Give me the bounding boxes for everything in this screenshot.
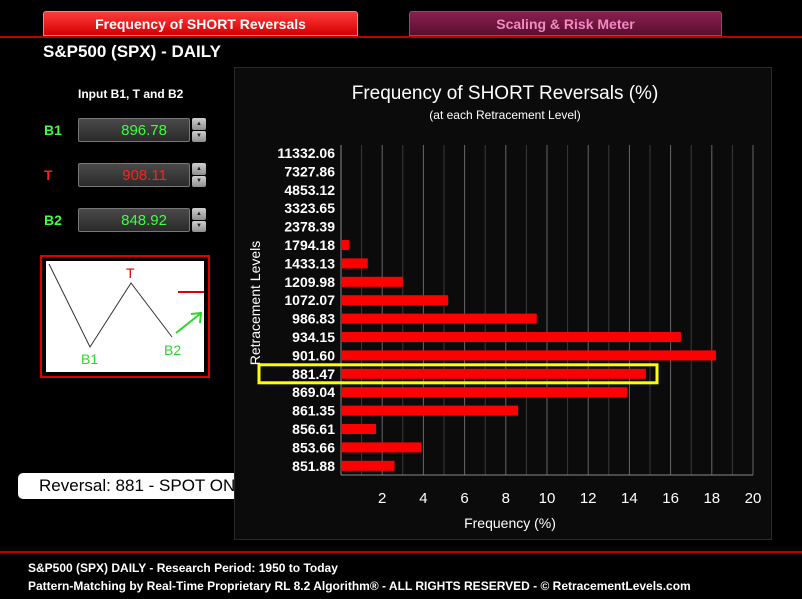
y-tick-label: 861.35 <box>292 403 335 419</box>
chart-grid <box>340 145 754 476</box>
x-tick-label: 2 <box>378 490 386 507</box>
b1-label: B1 <box>44 122 62 138</box>
footer-research-period: S&P500 (SPX) DAILY - Research Period: 19… <box>28 561 338 575</box>
y-tick-label: 11332.06 <box>277 145 335 161</box>
y-tick-label: 986.83 <box>292 311 335 327</box>
bar <box>341 276 403 287</box>
y-tick-label: 2378.39 <box>284 219 335 235</box>
bar <box>341 368 646 379</box>
input-row-t: T 908.11 ▲ ▼ <box>44 163 206 187</box>
y-tick-label: 1794.18 <box>284 237 335 253</box>
y-tick-label: 1072.07 <box>284 292 335 308</box>
y-tick-label: 934.15 <box>292 329 335 345</box>
input-header: Input B1, T and B2 <box>78 87 184 101</box>
y-tick-label: 853.66 <box>292 439 335 455</box>
x-tick-label: 14 <box>621 490 638 507</box>
bar <box>341 332 681 342</box>
bar <box>341 460 395 471</box>
chart-panel: 2 4 6 8 10 12 14 16 18 20 11332.06 7327.86 4853.12 33… <box>234 67 772 540</box>
reversal-badge: Reversal: 881 - SPOT ON! <box>18 473 261 499</box>
y-tick-label: 3323.65 <box>284 200 335 216</box>
y-tick-label: 869.04 <box>292 384 335 400</box>
diagram-t-label: T <box>126 265 135 281</box>
bar <box>341 258 368 269</box>
y-tick-label: 856.61 <box>292 421 335 437</box>
stepper-up-icon[interactable]: ▲ <box>192 163 206 175</box>
bar <box>341 295 449 306</box>
tab-frequency-short-reversals[interactable]: Frequency of SHORT Reversals <box>43 11 358 36</box>
y-tick-label: 881.47 <box>292 366 335 382</box>
chart-title: Frequency of SHORT Reversals (%) <box>352 83 659 104</box>
y-tick-label: 1433.13 <box>284 255 335 271</box>
bar <box>341 442 422 453</box>
x-axis-label: Frequency (%) <box>464 515 556 531</box>
pattern-diagram: T B1 B2 <box>40 255 210 378</box>
input-row-b1: B1 896.78 ▲ ▼ <box>44 118 206 142</box>
up-arrow-icon <box>175 313 201 334</box>
b2-stepper[interactable]: ▲ ▼ <box>192 208 206 232</box>
chart-bars <box>257 240 716 471</box>
stepper-up-icon[interactable]: ▲ <box>192 118 206 130</box>
stepper-down-icon[interactable]: ▼ <box>192 220 206 232</box>
tab-scaling-risk-meter[interactable]: Scaling & Risk Meter <box>409 11 722 36</box>
b2-input[interactable]: 848.92 <box>78 208 190 232</box>
bar <box>341 387 628 398</box>
b2-label: B2 <box>44 212 62 228</box>
y-tick-label: 851.88 <box>292 458 335 474</box>
tab-bar-divider <box>0 36 802 38</box>
highlight-box <box>257 363 659 385</box>
chart-subtitle: (at each Retracement Level) <box>429 108 580 122</box>
t-stepper[interactable]: ▲ ▼ <box>192 163 206 187</box>
bar <box>341 405 519 416</box>
x-tick-label: 20 <box>745 490 762 507</box>
diagram-b1-label: B1 <box>81 351 98 367</box>
b1-stepper[interactable]: ▲ ▼ <box>192 118 206 142</box>
x-tick-label: 4 <box>419 490 427 507</box>
x-tick-label: 18 <box>703 490 720 507</box>
x-tick-label: 16 <box>662 490 679 507</box>
chart-labels: 2 4 6 8 10 12 14 16 18 20 11332.06 7327.86 4853.12 33… <box>277 145 761 507</box>
x-tick-label: 10 <box>539 490 556 507</box>
b1-input[interactable]: 896.78 <box>78 118 190 142</box>
pattern-diagram-svg: T B1 B2 <box>46 261 204 372</box>
bar <box>341 240 350 250</box>
bar <box>341 350 716 361</box>
input-row-b2: B2 848.92 ▲ ▼ <box>44 208 206 232</box>
stepper-down-icon[interactable]: ▼ <box>192 175 206 187</box>
y-tick-label: 4853.12 <box>284 182 335 198</box>
diagram-b2-label: B2 <box>164 342 181 358</box>
bar <box>341 313 537 324</box>
x-tick-label: 12 <box>580 490 597 507</box>
y-tick-label: 901.60 <box>292 347 335 363</box>
page-title: S&P500 (SPX) - DAILY <box>43 42 221 61</box>
frequency-chart: 2 4 6 8 10 12 14 16 18 20 11332.06 7327.86 4853.12 33… <box>247 83 761 531</box>
x-tick-label: 8 <box>502 490 510 507</box>
y-axis-label: Retracement Levels <box>247 241 263 366</box>
footer-divider <box>0 551 802 553</box>
stepper-down-icon[interactable]: ▼ <box>192 130 206 142</box>
t-label: T <box>44 167 53 183</box>
t-input[interactable]: 908.11 <box>78 163 190 187</box>
bar <box>341 424 377 434</box>
y-tick-label: 7327.86 <box>284 163 335 179</box>
y-tick-label: 1209.98 <box>284 274 335 290</box>
footer-copyright: Pattern-Matching by Real-Time Proprietar… <box>28 579 691 593</box>
stepper-up-icon[interactable]: ▲ <box>192 208 206 220</box>
x-tick-label: 6 <box>460 490 468 507</box>
